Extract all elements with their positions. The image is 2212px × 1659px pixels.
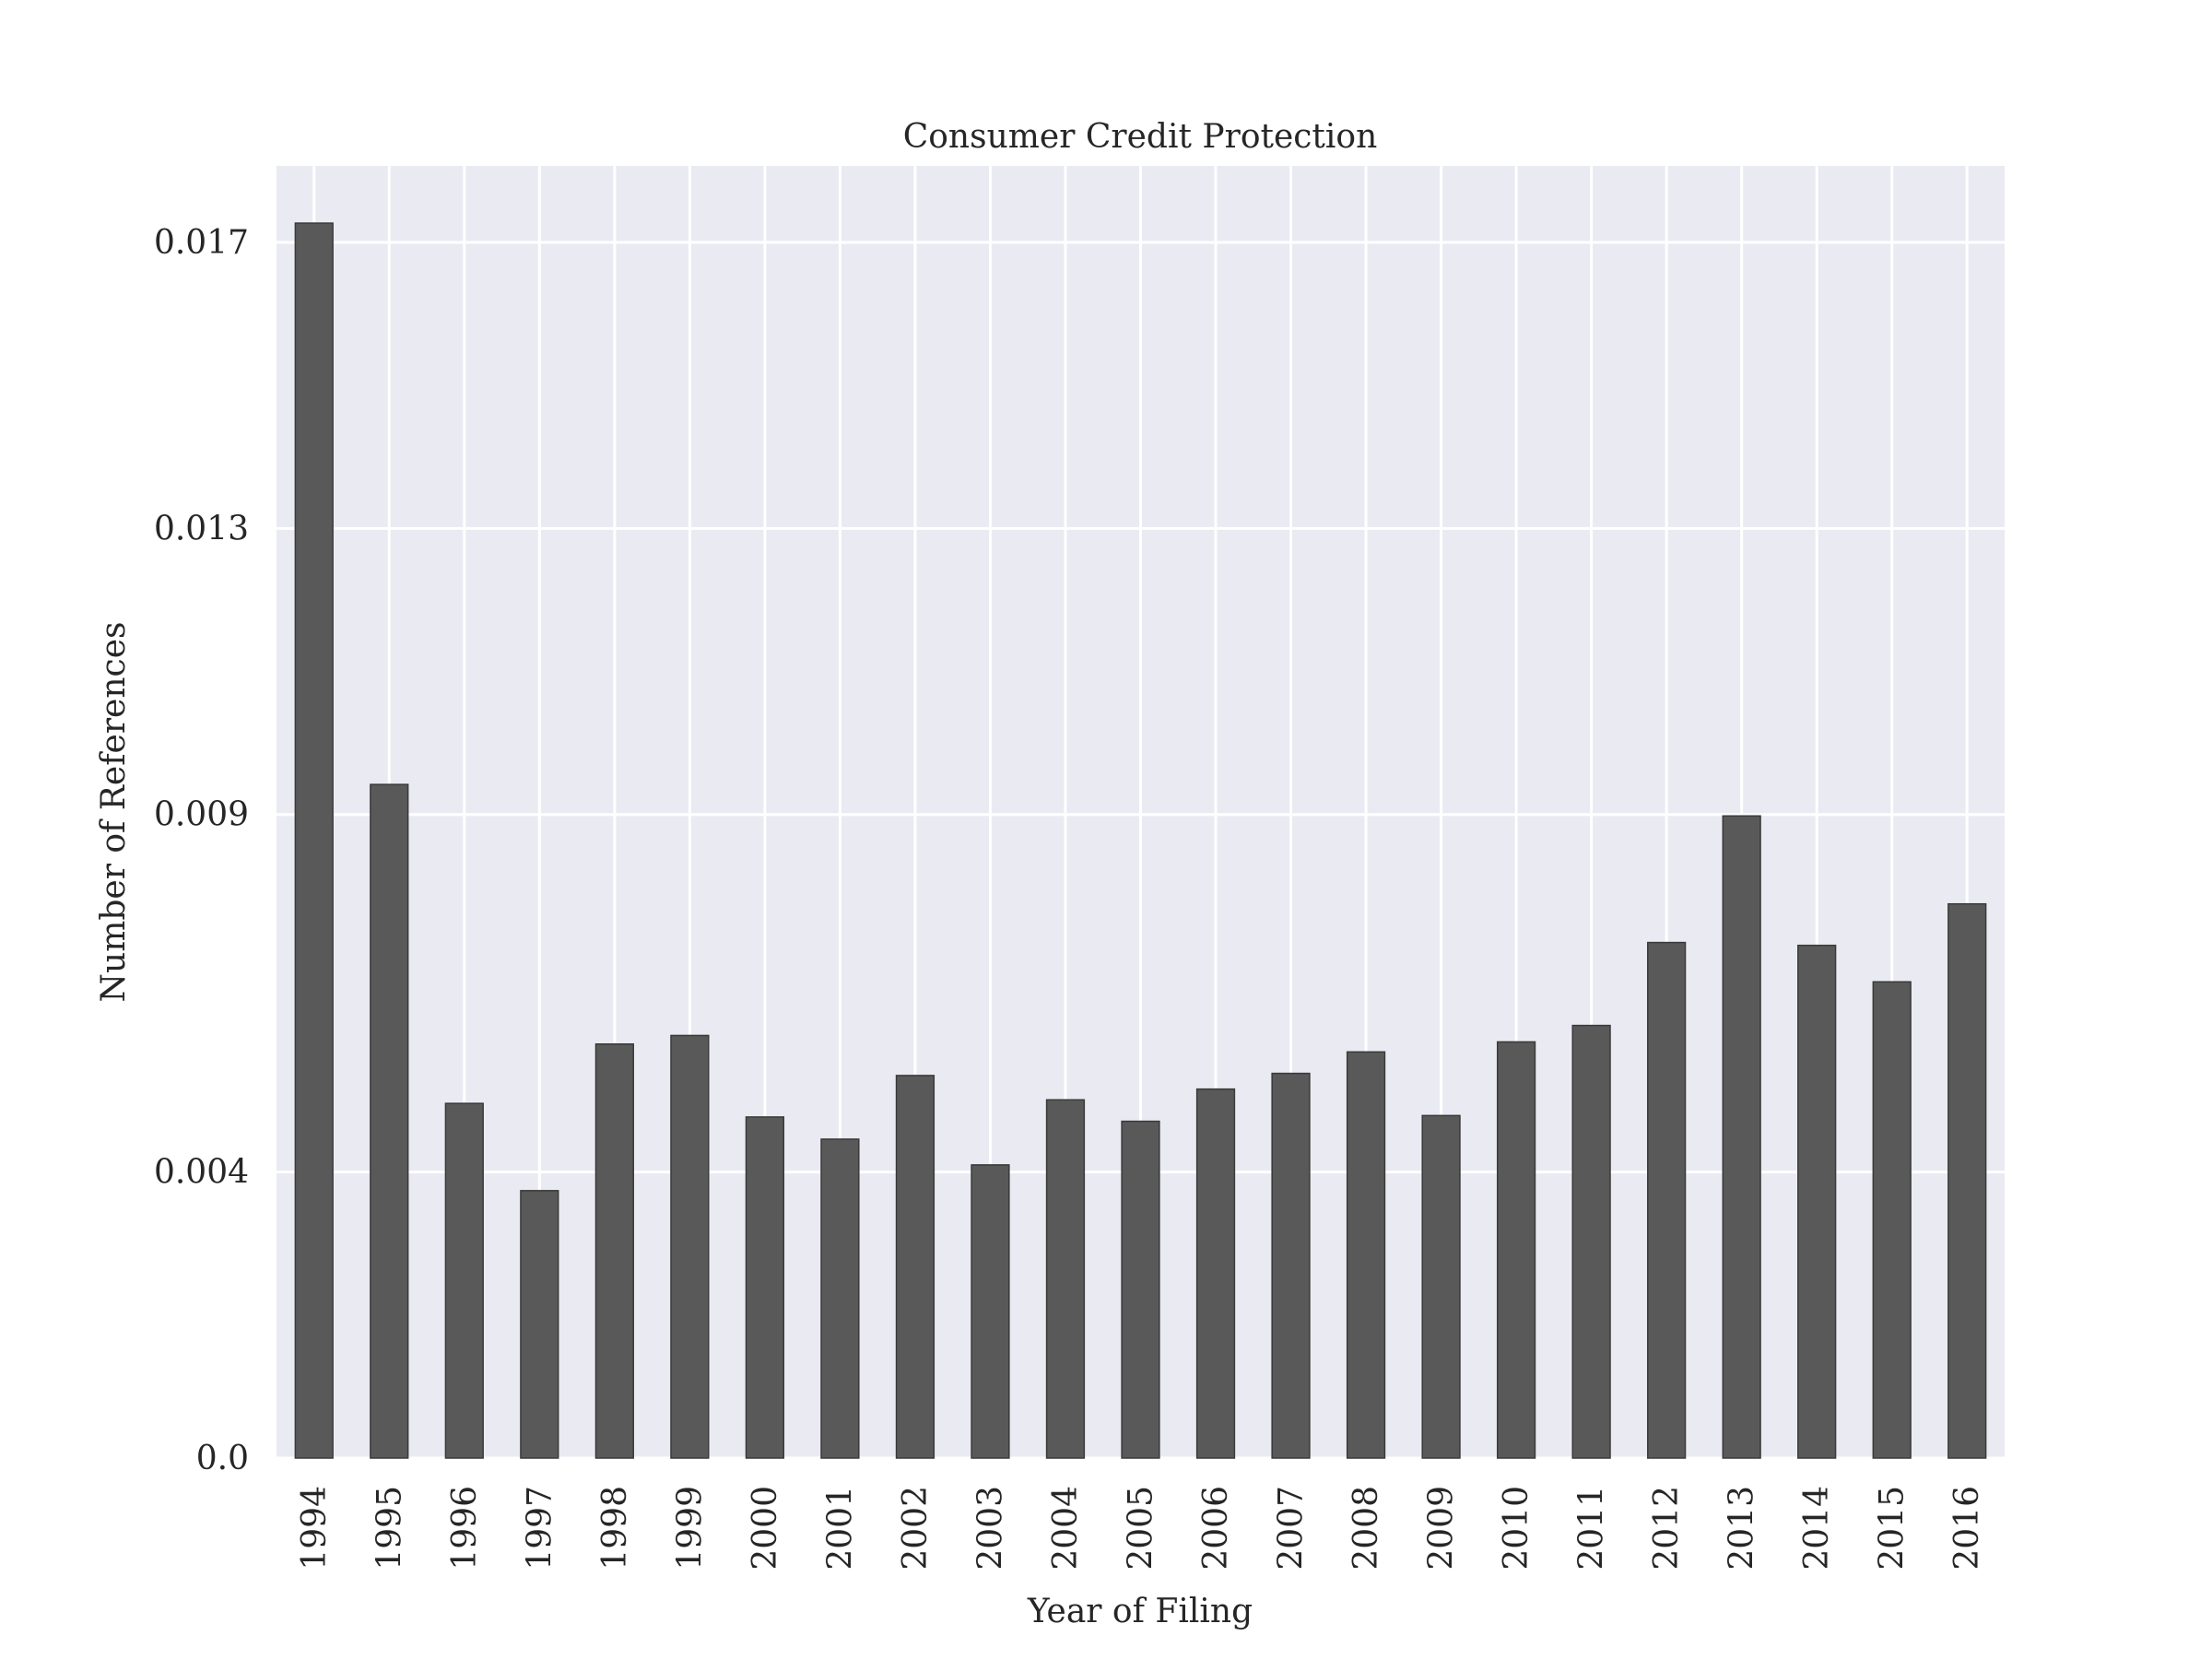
bar-2007 xyxy=(1271,1072,1311,1459)
x-tick-label: 2012 xyxy=(1648,1486,1686,1571)
x-tick-label: 1997 xyxy=(521,1486,559,1571)
bar-1999 xyxy=(670,1034,710,1459)
x-tick-label: 2006 xyxy=(1197,1486,1235,1571)
bar-2012 xyxy=(1647,941,1687,1459)
x-tick-label: 2013 xyxy=(1724,1486,1761,1571)
x-tick-label: 1999 xyxy=(671,1486,709,1571)
x-tick-label: 1995 xyxy=(371,1486,408,1571)
x-tick-label: 2009 xyxy=(1423,1486,1461,1571)
bar-1994 xyxy=(294,222,334,1459)
y-tick-label: 0.017 xyxy=(154,224,249,262)
x-tick-labels: 1994 1995 1996 1997 1998 1999 2000 2001 2002 2003… xyxy=(296,1486,1986,1571)
bar-2006 xyxy=(1195,1088,1236,1459)
x-tick-label: 2007 xyxy=(1273,1486,1311,1571)
x-tick-label: 2010 xyxy=(1498,1486,1535,1571)
x-tick-label: 2014 xyxy=(1798,1486,1836,1571)
bar-2013 xyxy=(1722,815,1761,1459)
x-tick-label: 2011 xyxy=(1573,1486,1611,1571)
x-tick-label: 2015 xyxy=(1874,1486,1912,1571)
y-axis-label: Number of References xyxy=(95,622,133,1003)
bar-2016 xyxy=(1947,902,1987,1459)
x-tick-label: 2002 xyxy=(897,1486,935,1571)
bar-2015 xyxy=(1872,981,1912,1459)
y-tick-label: 0.009 xyxy=(154,796,249,834)
bars xyxy=(294,222,1987,1459)
chart-title: Consumer Credit Protection xyxy=(903,118,1378,156)
bar-1998 xyxy=(594,1043,634,1459)
bar-2004 xyxy=(1045,1099,1086,1459)
x-tick-label: 2004 xyxy=(1047,1486,1085,1571)
x-tick-label: 2005 xyxy=(1123,1486,1160,1571)
bar-2005 xyxy=(1121,1120,1160,1459)
y-tick-label: 0.004 xyxy=(154,1154,249,1192)
x-tick-label: 1994 xyxy=(296,1486,334,1571)
x-tick-label: 1996 xyxy=(446,1486,484,1571)
x-tick-label: 2003 xyxy=(971,1486,1009,1571)
y-tick-label: 0.0 xyxy=(196,1440,249,1477)
x-tick-label: 2008 xyxy=(1347,1486,1385,1571)
bar-2001 xyxy=(820,1138,860,1459)
bar-2010 xyxy=(1496,1041,1536,1459)
bar-2008 xyxy=(1346,1051,1386,1459)
x-tick-label: 2001 xyxy=(821,1486,859,1571)
bar-2003 xyxy=(971,1164,1010,1459)
bar-1996 xyxy=(444,1102,484,1459)
bar-2000 xyxy=(745,1116,785,1459)
bar-2011 xyxy=(1571,1024,1611,1459)
x-axis-label: Year of Filing xyxy=(1027,1593,1253,1630)
bar-1997 xyxy=(520,1190,559,1459)
y-tick-labels: 0.0 0.004 0.009 0.013 0.017 xyxy=(154,224,249,1477)
bar-2009 xyxy=(1421,1114,1461,1459)
x-tick-label: 2000 xyxy=(747,1486,784,1571)
bar-2002 xyxy=(895,1075,935,1459)
x-tick-label: 1998 xyxy=(596,1486,634,1571)
bar-2014 xyxy=(1797,944,1837,1459)
x-tick-label: 2016 xyxy=(1948,1486,1986,1571)
y-tick-label: 0.013 xyxy=(154,510,249,547)
bar-1995 xyxy=(370,783,409,1459)
